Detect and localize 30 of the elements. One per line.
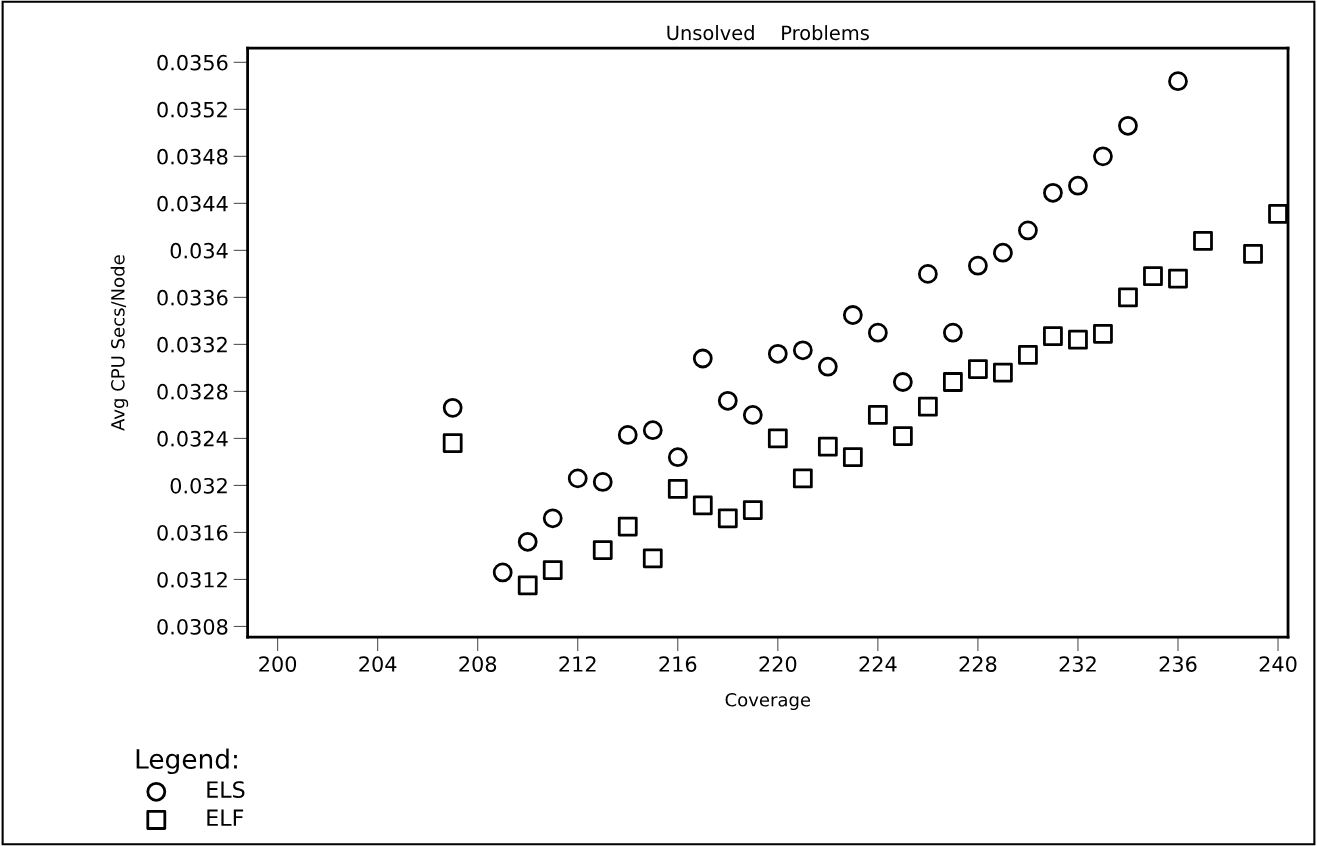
x-tick-label: 236 (1159, 656, 1197, 672)
chart-title: Unsolved Problems (667, 25, 869, 41)
x-tick-label: 216 (659, 656, 697, 672)
legend-label: ELS (207, 781, 245, 798)
y-tick-label: 0.0356 (157, 54, 228, 71)
x-tick-label: 224 (859, 656, 897, 672)
x-axis-title: Coverage (725, 692, 811, 711)
y-tick-label: 0.034 (170, 242, 228, 259)
x-tick-label: 232 (1059, 656, 1096, 672)
x-tick-label: 220 (759, 656, 797, 672)
y-tick-label: 0.0336 (157, 289, 228, 306)
legend-label: ELF (207, 809, 244, 826)
x-tick-label: 240 (1259, 656, 1297, 672)
y-tick-label: 0.0312 (157, 571, 227, 588)
x-tick-label: 208 (459, 656, 497, 672)
x-tick-label: 212 (559, 656, 596, 672)
y-tick-label: 0.0332 (157, 336, 227, 353)
y-tick-label: 0.0328 (157, 383, 228, 400)
x-tick-label: 228 (959, 656, 997, 672)
x-tick-label: 204 (359, 656, 397, 672)
y-tick-label: 0.0348 (157, 148, 228, 165)
y-tick-label: 0.0344 (157, 195, 228, 212)
y-axis-title: Avg CPU Secs/Node (110, 255, 129, 431)
y-tick-label: 0.0308 (157, 618, 228, 635)
y-tick-label: 0.0324 (157, 430, 228, 447)
y-tick-label: 0.032 (170, 477, 227, 494)
x-tick-label: 200 (259, 656, 297, 672)
legend-title: Legend: (136, 748, 237, 775)
y-tick-label: 0.0316 (157, 524, 228, 541)
y-tick-label: 0.0352 (157, 101, 227, 118)
